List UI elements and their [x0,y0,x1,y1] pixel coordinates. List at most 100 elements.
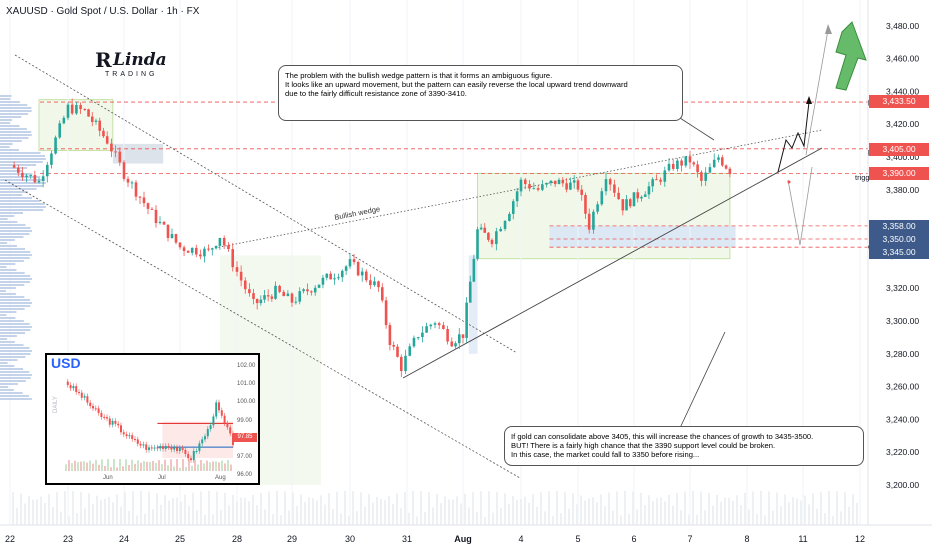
target-arrowhead [825,24,832,34]
volume-bar [460,503,462,525]
y-tick-label: 3,300.00 [886,316,919,326]
price-tag-3345[interactable]: 3,345.00 [869,246,929,259]
symbol-title: XAUUSD · Gold Spot / U.S. Dollar · 1h · … [6,6,200,17]
candle-body [476,229,479,259]
x-tick-label: 22 [5,534,15,544]
candle-body [472,258,476,282]
volume-bar [704,510,706,525]
inset-volume-bar [158,460,160,471]
volume-bar [776,492,778,525]
profile-bar [0,290,7,292]
profile-bar [0,149,19,151]
inset-candle-body [159,446,162,449]
candle-body [54,137,57,154]
candle-body [259,299,263,304]
x-tick-label: 7 [687,534,692,544]
volume-bar [364,506,366,525]
candle-body [541,184,544,190]
volume-bar [288,510,290,525]
profile-bar [0,209,44,211]
candle-body [70,104,74,114]
profile-bar [0,320,24,322]
price-tag-3405[interactable]: 3,405.00 [869,143,929,156]
volume-bar [604,506,606,525]
candle-body [425,326,428,333]
inset-candle-body [215,402,218,417]
logo-name: Linda [113,50,167,70]
inset-candle-body [148,447,150,450]
candle-body [317,284,321,288]
candle-body [671,163,675,169]
candle-body [647,186,651,195]
y-tick-label: 3,400.00 [886,152,919,162]
logo-subtitle: TRADING [105,71,158,78]
candle-body [313,287,317,293]
inset-volume-bar [146,461,148,471]
candle-body [696,164,699,173]
profile-bar [0,248,26,250]
candle-body [194,247,198,255]
volume-bar [600,494,602,525]
candle-body [105,136,109,144]
inset-candle-body [223,415,226,424]
candle-body [87,109,90,117]
volume-bar [724,497,726,525]
inset-volume-bar [110,467,112,471]
price-tag-3433[interactable]: 3,433.50 [869,95,929,108]
volume-bar [28,496,30,525]
candles-layer [12,98,732,378]
channel-upper [14,54,518,354]
candle-body [138,196,142,198]
inset-candle-body [229,427,232,434]
volume-bar [240,497,242,525]
inset-volume-bar [131,459,133,471]
candle-body [58,123,62,138]
profile-bar [0,206,46,208]
volume-bar [728,498,730,525]
candle-body [369,280,372,286]
volume-bar [428,492,430,525]
inset-candle-body [192,451,195,461]
volume-bar [204,514,206,525]
pullback-path [787,166,813,246]
volume-bar [676,492,678,525]
price-tag-3358[interactable]: 3,358.00 [869,220,929,233]
inset-volume-bar [68,460,70,471]
profile-bar [0,200,40,202]
price-tag-3390[interactable]: 3,390.00 [869,167,929,180]
inset-candle-body [156,447,159,449]
profile-bar [0,245,17,247]
candle-body [572,180,576,183]
zigzag-up-path [777,101,810,173]
candle-body [519,179,523,192]
price-tag-3350[interactable]: 3,350.00 [869,233,929,246]
profile-bar [0,383,18,385]
volume-bar [856,502,858,525]
volume-bar [528,502,530,525]
profile-bar [0,251,31,253]
volume-bar [700,491,702,525]
candle-body [549,180,553,184]
inset-volume-bar [104,465,106,471]
inset-candle-body [86,396,89,403]
candle-body [684,156,688,166]
candle-body [290,293,294,303]
inset-candle-body [150,447,153,449]
candle-body [608,179,612,185]
volume-bar [84,508,86,525]
inset-volume-bar [116,467,118,471]
inset-candle-body [167,446,170,448]
y-tick-label: 3,380.00 [886,185,919,195]
volume-bar [140,491,142,525]
volume-bar [608,492,610,525]
candle-body [364,271,368,281]
candle-body [457,334,461,344]
inset-candle-body [100,412,103,418]
candle-body [663,170,667,182]
profile-bar [0,389,14,391]
candle-body [576,180,580,190]
volume-bar [628,513,630,525]
volume-bar [20,493,22,525]
inset-volume-bar [137,460,139,471]
